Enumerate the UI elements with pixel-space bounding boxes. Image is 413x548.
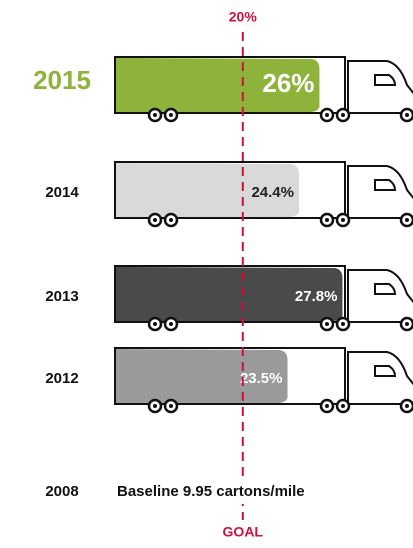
chart: 2015 26% 2014 24.4% 2013 27.8% 2012 23.5% 20% GOA… (0, 0, 413, 548)
hub (153, 113, 157, 117)
goal-label: 20% (229, 9, 258, 25)
hub (405, 322, 409, 326)
year-label: 2013 (45, 288, 78, 305)
hub (153, 218, 157, 222)
hub (341, 322, 345, 326)
value-label: 27.8% (295, 288, 338, 305)
hub (405, 404, 409, 408)
value-label: 26% (262, 68, 314, 98)
hub (169, 113, 173, 117)
cab (348, 352, 413, 404)
hub (169, 218, 173, 222)
hub (341, 404, 345, 408)
year-label: 2014 (45, 184, 79, 201)
hub (169, 404, 173, 408)
hub (153, 322, 157, 326)
cab (348, 61, 413, 113)
cab (348, 270, 413, 322)
year-label: 2012 (45, 370, 78, 387)
year-label: 2015 (33, 65, 91, 95)
goal-caption: GOAL (223, 524, 264, 540)
hub (341, 218, 345, 222)
hub (325, 113, 329, 117)
baseline-text: Baseline 9.95 cartons/mile (117, 483, 305, 500)
hub (325, 404, 329, 408)
hub (169, 322, 173, 326)
hub (341, 113, 345, 117)
hub (325, 218, 329, 222)
value-label: 23.5% (240, 370, 283, 387)
cab (348, 166, 413, 218)
hub (153, 404, 157, 408)
hub (325, 322, 329, 326)
baseline-year: 2008 (45, 483, 78, 500)
hub (405, 218, 409, 222)
hub (405, 113, 409, 117)
value-label: 24.4% (251, 184, 294, 201)
